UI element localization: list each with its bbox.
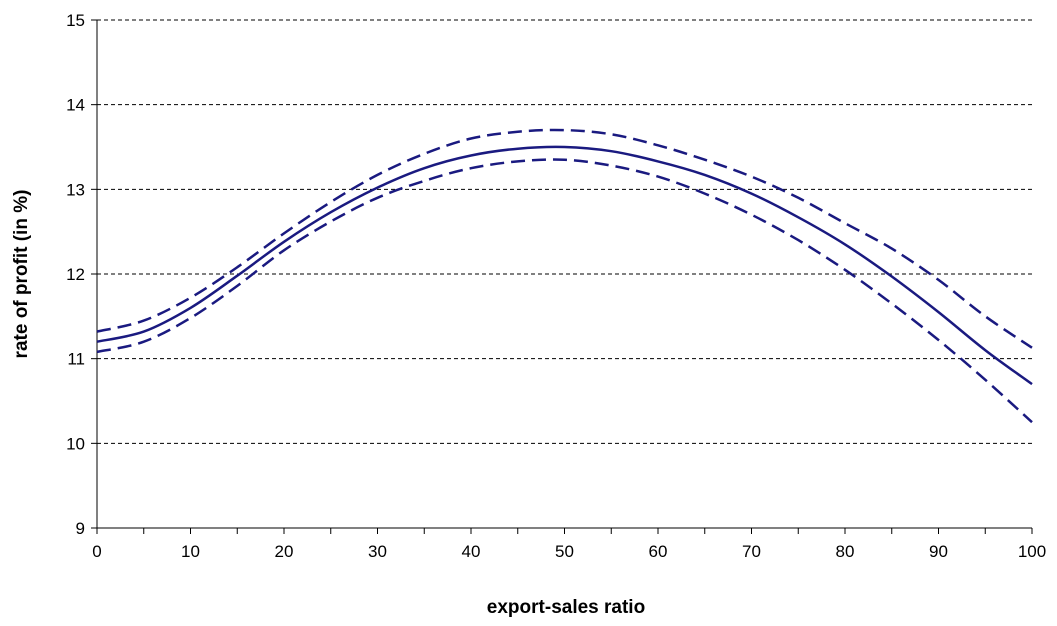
y-tick-label-12: 12	[66, 265, 85, 284]
x-tick-label-40: 40	[462, 542, 481, 561]
tick-labels: 9 10 11 12 13 14 15 0 10 20 30 40 50 60 70 80 90 100	[66, 11, 1046, 561]
x-tick-label-30: 30	[368, 542, 387, 561]
y-tick-label-11: 11	[67, 350, 85, 369]
y-tick-label-13: 13	[66, 180, 85, 199]
x-tick-label-10: 10	[181, 542, 200, 561]
x-tick-label-20: 20	[275, 542, 294, 561]
x-tick-label-100: 100	[1018, 542, 1046, 561]
x-tick-label-70: 70	[742, 542, 761, 561]
x-tick-label-0: 0	[92, 542, 101, 561]
y-tick-label-10: 10	[66, 434, 85, 453]
axes	[91, 19, 1033, 534]
y-tick-label-15: 15	[66, 11, 85, 30]
series-lines	[96, 128, 1033, 424]
y-axis-title: rate of profit (in %)	[11, 190, 32, 359]
x-tick-label-60: 60	[649, 542, 668, 561]
x-tick-label-90: 90	[929, 542, 948, 561]
grid-lines	[97, 19, 1032, 444]
series-line-band-1	[96, 128, 1033, 349]
x-tick-label-50: 50	[555, 542, 574, 561]
series-line-estimate	[96, 145, 1033, 386]
x-tick-label-80: 80	[836, 542, 855, 561]
y-tick-label-9: 9	[76, 519, 85, 538]
series-line-band-2	[96, 158, 1033, 424]
y-tick-label-14: 14	[66, 96, 85, 115]
x-axis-title: export-sales ratio	[487, 597, 645, 618]
